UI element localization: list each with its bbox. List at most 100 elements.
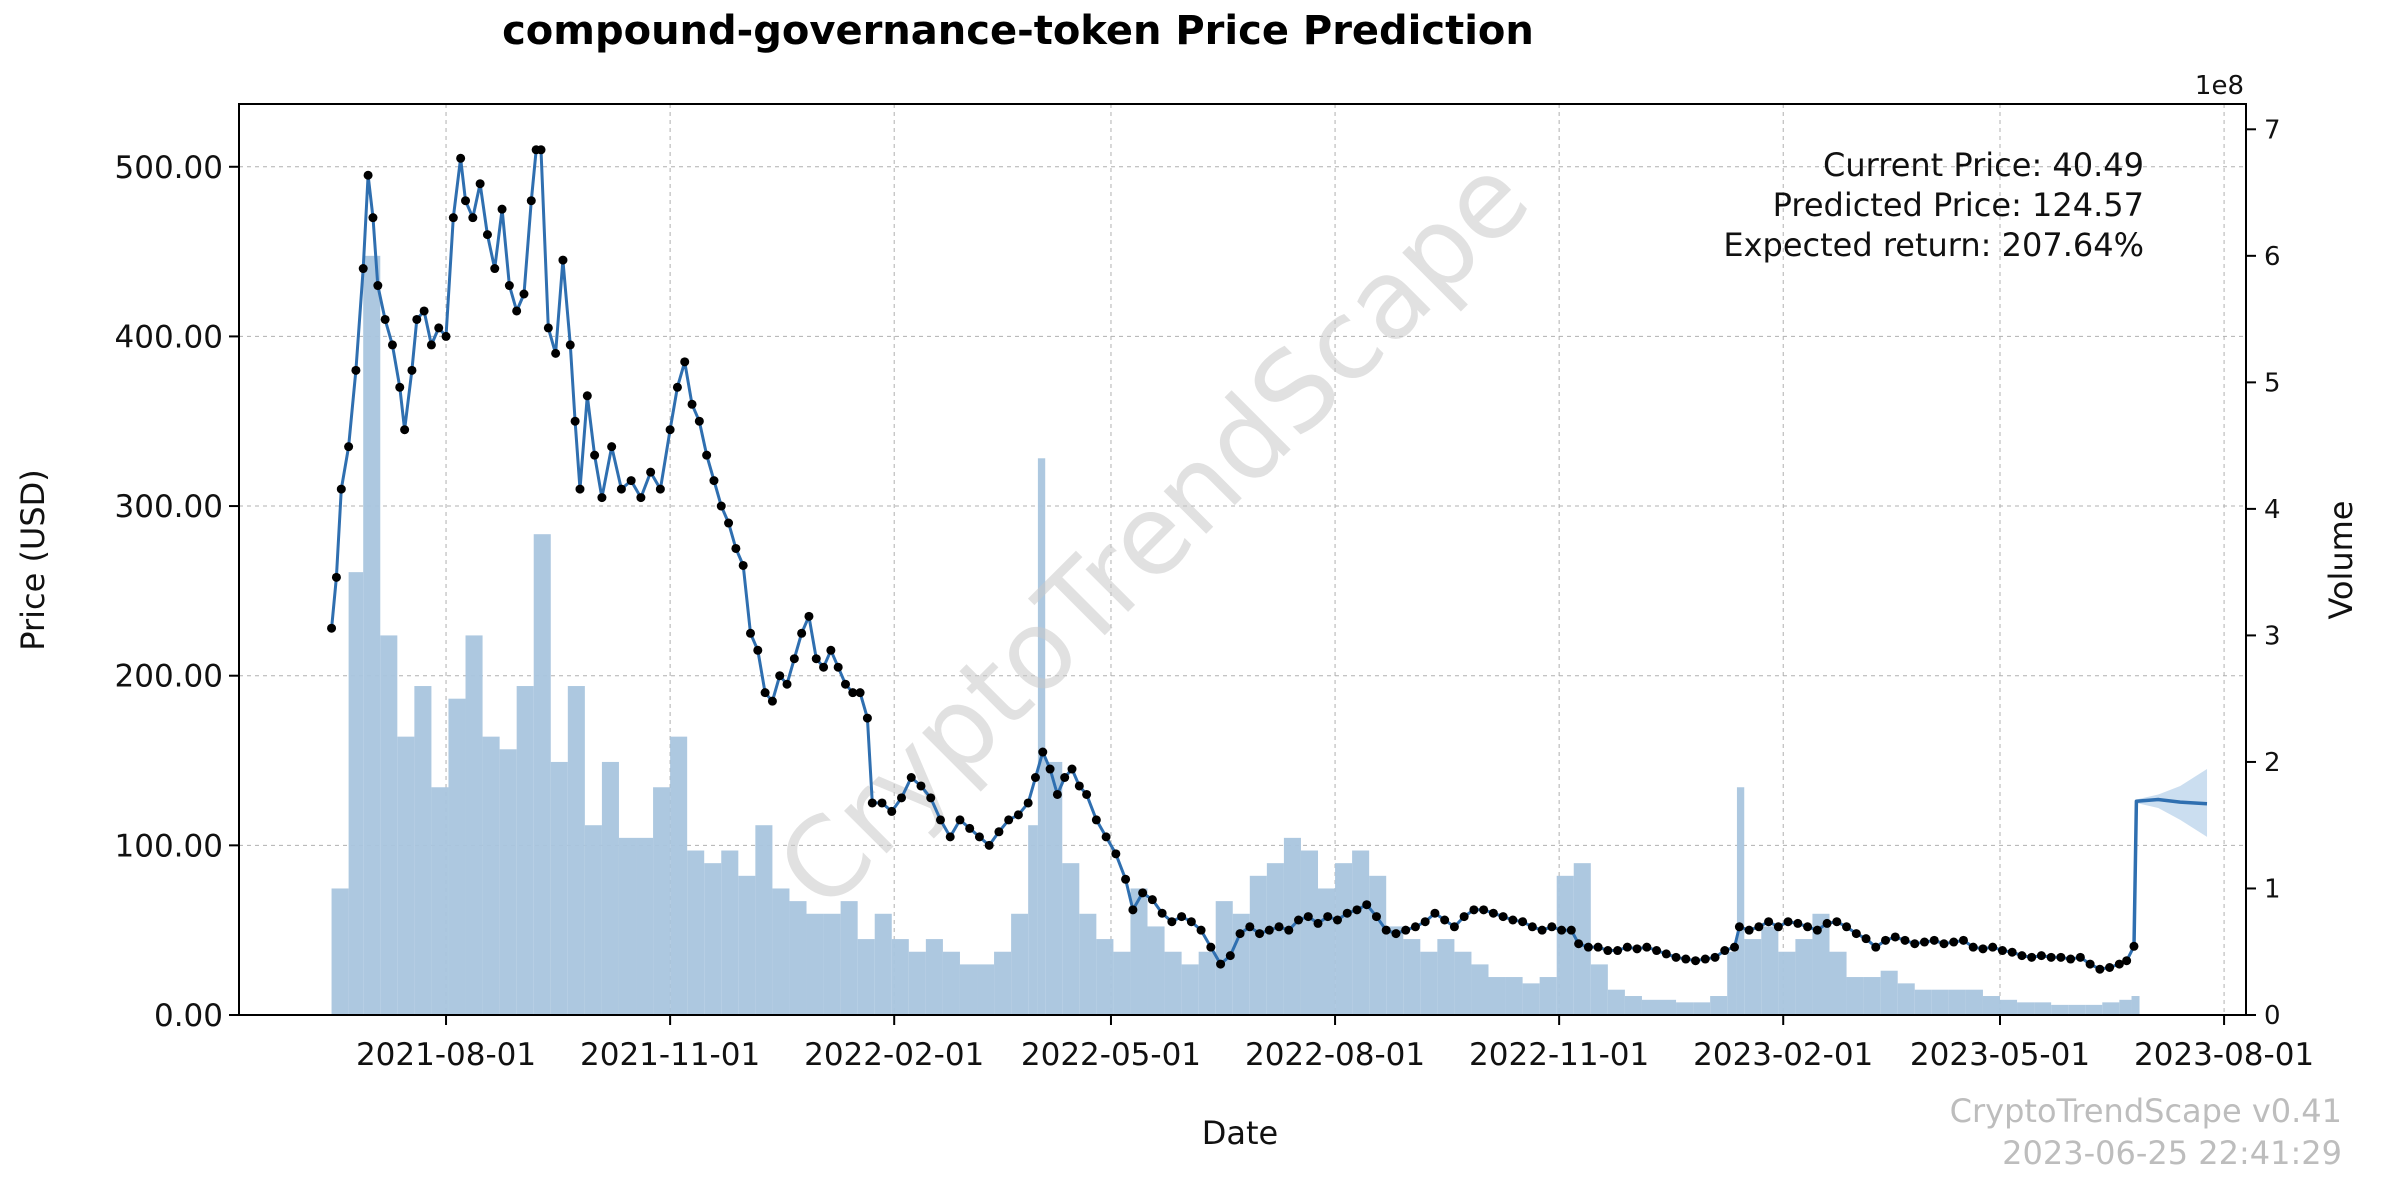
price-point	[482, 230, 492, 240]
volume-bar	[1744, 939, 1762, 1015]
price-point	[655, 484, 665, 494]
price-point	[1245, 922, 1255, 932]
price-point	[1754, 922, 1764, 932]
price-point	[1498, 912, 1508, 922]
price-point	[716, 501, 726, 511]
volume-bar	[567, 686, 585, 1015]
price-point	[1603, 946, 1613, 956]
volume-bar	[1693, 1002, 1711, 1015]
price-point	[551, 348, 561, 358]
y2-axis-ticks: 0 1 2 3 4 5 6 7	[2246, 115, 2281, 1031]
volume-bar	[1130, 888, 1148, 1015]
volume-bar	[1522, 983, 1540, 1015]
price-point	[590, 450, 600, 460]
price-point	[945, 832, 955, 842]
volume-bar	[1641, 999, 1660, 1015]
volume-bar	[1607, 989, 1625, 1015]
price-point	[490, 264, 500, 274]
price-point	[1900, 935, 1910, 945]
price-point	[1881, 935, 1891, 945]
price-point	[1710, 952, 1720, 962]
price-point	[665, 425, 675, 435]
footer-version: CryptoTrendScape v0.41	[1950, 1092, 2342, 1130]
price-point	[1537, 925, 1547, 935]
volume-bar	[1624, 996, 1642, 1015]
volume-bar	[1829, 951, 1847, 1015]
x-tick-label: 2023-05-01	[1910, 1037, 2090, 1073]
price-point	[826, 645, 836, 655]
price-point	[1622, 942, 1632, 952]
volume-bar	[721, 850, 739, 1015]
price-points	[327, 145, 2139, 974]
price-point	[519, 289, 529, 299]
price-point	[570, 416, 580, 426]
price-point	[862, 713, 872, 723]
price-point	[646, 467, 656, 477]
price-point	[1661, 949, 1671, 959]
price-point	[1264, 925, 1274, 935]
volume-bar	[448, 698, 466, 1015]
price-point	[1284, 925, 1294, 935]
volume-bar	[687, 850, 705, 1015]
price-point	[2036, 951, 2046, 961]
price-point	[2122, 956, 2132, 966]
price-point	[1949, 937, 1959, 947]
price-point	[819, 662, 829, 672]
price-point	[1052, 789, 1062, 799]
volume-bar	[380, 635, 398, 1015]
price-point	[1671, 952, 1681, 962]
volume-bar	[1215, 901, 1233, 1015]
price-point	[1929, 935, 1939, 945]
volume-bar	[1028, 825, 1038, 1015]
price-point	[1186, 917, 1196, 927]
x-tick-label: 2022-11-01	[1469, 1037, 1649, 1073]
price-point	[694, 416, 704, 426]
x-tick-label: 2021-08-01	[356, 1037, 536, 1073]
volume-bar	[1812, 913, 1830, 1015]
price-point	[1101, 832, 1111, 842]
price-point	[760, 688, 770, 698]
volume-bar	[636, 837, 654, 1015]
volume-bar	[348, 572, 364, 1015]
x-tick-label: 2023-02-01	[1693, 1037, 1873, 1073]
volume-bar	[959, 964, 978, 1015]
volume-bar	[1454, 951, 1472, 1015]
price-point	[1527, 922, 1537, 932]
price-point	[1255, 929, 1265, 939]
volume-bar	[977, 964, 995, 1015]
volume-bar	[1931, 989, 1949, 1015]
price-point	[1449, 922, 1459, 932]
price-point	[935, 815, 945, 825]
price-point	[867, 798, 877, 808]
volume-bar	[1982, 996, 2000, 1015]
volume-bar	[1999, 999, 2018, 1015]
y2-tick-label: 3	[2264, 621, 2281, 651]
price-point	[1613, 946, 1623, 956]
price-point	[672, 382, 682, 392]
plot-frame	[238, 103, 2247, 1016]
volume-bar	[1096, 939, 1114, 1015]
volume-bar	[1471, 964, 1489, 1015]
price-point	[984, 840, 994, 850]
volume-bar	[823, 913, 841, 1015]
volume-bar	[601, 761, 619, 1015]
price-point	[565, 340, 575, 350]
volume-bar	[1011, 913, 1029, 1015]
price-point	[1082, 789, 1092, 799]
volume-bar	[533, 534, 551, 1015]
price-point	[536, 145, 546, 155]
price-point	[380, 314, 390, 324]
price-point	[434, 323, 444, 333]
volume-bar	[584, 825, 602, 1015]
price-point	[1274, 922, 1284, 932]
price-point	[636, 493, 646, 503]
price-point	[1420, 917, 1430, 927]
volume-bar	[1795, 939, 1813, 1015]
price-point	[1225, 951, 1235, 961]
price-point	[526, 196, 536, 206]
price-point	[1371, 912, 1381, 922]
price-point	[1803, 922, 1813, 932]
volume-bar	[1079, 913, 1097, 1015]
volume-bar	[1880, 970, 1898, 1015]
